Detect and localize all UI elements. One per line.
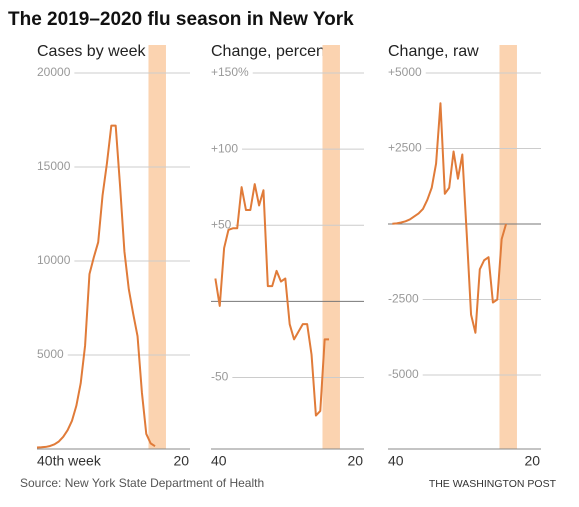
y-tick-label: -2500 xyxy=(388,292,419,306)
y-tick-label: 5000 xyxy=(37,347,64,361)
y-tick-label: +5000 xyxy=(388,65,422,79)
y-tick-label: +2500 xyxy=(388,141,422,155)
y-tick-label: +100 xyxy=(211,141,238,155)
x-tick-label: 40th week xyxy=(37,453,102,469)
y-tick-label: +150% xyxy=(211,65,249,79)
y-tick-label: -50 xyxy=(211,370,229,384)
line xyxy=(214,183,330,417)
highlight-band xyxy=(499,45,517,449)
x-tick-label: 20 xyxy=(173,453,189,469)
x-tick-label: 20 xyxy=(524,453,540,469)
y-tick-label: +50 xyxy=(211,217,232,231)
credit: THE WASHINGTON POST xyxy=(429,478,557,490)
x-tick-label: 20 xyxy=(347,453,363,469)
x-tick-label: 40 xyxy=(211,453,227,469)
chart-title: The 2019–2020 flu season in New York xyxy=(8,9,354,30)
subtitle: Change, percent xyxy=(211,43,330,60)
line xyxy=(36,124,156,449)
highlight-band xyxy=(322,45,340,449)
y-tick-label: 15000 xyxy=(37,159,71,173)
y-tick-label: 10000 xyxy=(37,253,71,267)
line xyxy=(392,102,507,334)
subtitle: Change, raw xyxy=(388,43,479,60)
highlight-band xyxy=(148,45,166,449)
subtitle: Cases by week xyxy=(37,43,146,60)
x-tick-label: 40 xyxy=(388,453,404,469)
source: Source: New York State Department of Hea… xyxy=(20,476,264,490)
y-tick-label: -5000 xyxy=(388,367,419,381)
y-tick-label: 20000 xyxy=(37,65,71,79)
